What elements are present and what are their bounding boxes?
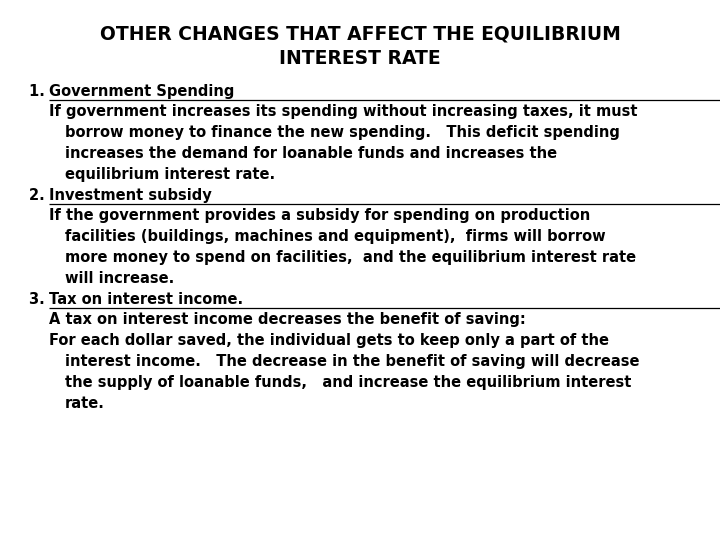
Text: 2.: 2. <box>29 187 50 202</box>
Text: 1.: 1. <box>29 84 50 99</box>
Text: interest income.   The decrease in the benefit of saving will decrease: interest income. The decrease in the ben… <box>65 354 639 369</box>
Text: 3.: 3. <box>29 292 50 307</box>
Text: more money to spend on facilities,  and the equilibrium interest rate: more money to spend on facilities, and t… <box>65 250 636 265</box>
Text: Government Spending: Government Spending <box>49 84 234 99</box>
Text: A tax on interest income decreases the benefit of saving:: A tax on interest income decreases the b… <box>49 312 526 327</box>
Text: Investment subsidy: Investment subsidy <box>49 187 212 202</box>
Text: INTEREST RATE: INTEREST RATE <box>279 49 441 68</box>
Text: the supply of loanable funds,   and increase the equilibrium interest: the supply of loanable funds, and increa… <box>65 375 631 390</box>
Text: equilibrium interest rate.: equilibrium interest rate. <box>65 167 275 182</box>
Text: If the government provides a subsidy for spending on production: If the government provides a subsidy for… <box>49 208 590 224</box>
Text: If government increases its spending without increasing taxes, it must: If government increases its spending wit… <box>49 105 637 119</box>
Text: rate.: rate. <box>65 395 104 410</box>
Text: Tax on interest income.: Tax on interest income. <box>49 292 243 307</box>
Text: For each dollar saved, the individual gets to keep only a part of the: For each dollar saved, the individual ge… <box>49 333 609 348</box>
Text: facilities (buildings, machines and equipment),  firms will borrow: facilities (buildings, machines and equi… <box>65 229 606 244</box>
Text: OTHER CHANGES THAT AFFECT THE EQUILIBRIUM: OTHER CHANGES THAT AFFECT THE EQUILIBRIU… <box>99 24 621 43</box>
Text: borrow money to finance the new spending.   This deficit spending: borrow money to finance the new spending… <box>65 125 620 140</box>
Text: increases the demand for loanable funds and increases the: increases the demand for loanable funds … <box>65 146 557 161</box>
Text: will increase.: will increase. <box>65 271 174 286</box>
